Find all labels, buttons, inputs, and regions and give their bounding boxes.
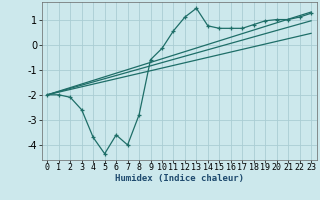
X-axis label: Humidex (Indice chaleur): Humidex (Indice chaleur) — [115, 174, 244, 183]
